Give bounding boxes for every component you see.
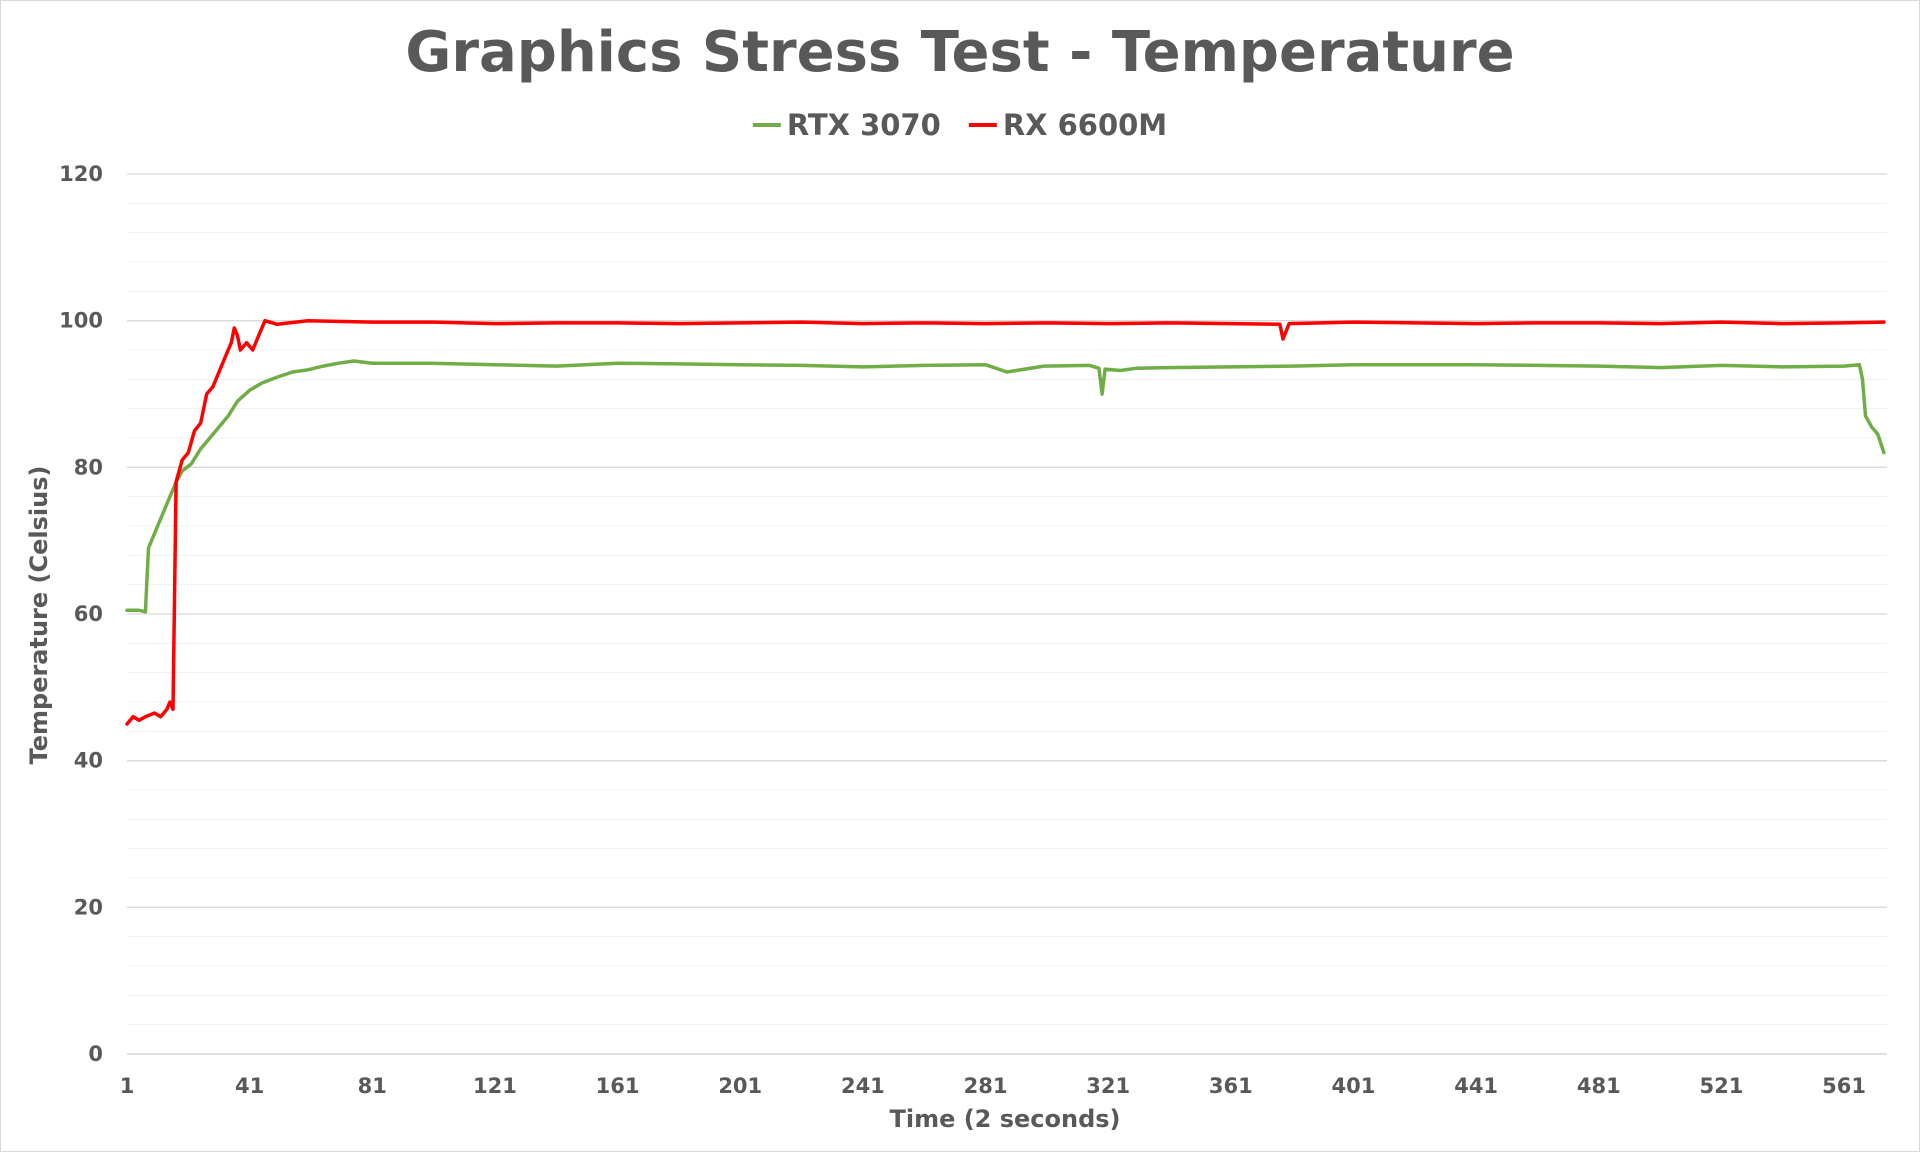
y-tick-label: 0 [88,1042,103,1066]
y-tick-label: 20 [74,895,103,919]
y-tick-label: 120 [59,162,103,186]
x-tick-label: 361 [1209,1074,1253,1098]
x-tick-label: 41 [235,1074,264,1098]
x-tick-label: 401 [1332,1074,1376,1098]
series-line-rtx-3070 [125,359,1886,614]
x-tick-label: 241 [841,1074,885,1098]
y-tick-label: 40 [74,749,103,773]
x-tick-label: 81 [358,1074,387,1098]
legend-label: RX 6600M [1003,108,1167,142]
y-tick-label: 100 [59,309,103,333]
x-tick-label: 161 [596,1074,640,1098]
x-tick-label: 1 [120,1074,135,1098]
x-tick-label: 321 [1086,1074,1130,1098]
x-axis-title: Time (2 seconds) [889,1105,1120,1133]
x-tick-label: 521 [1700,1074,1744,1098]
x-tick-label: 281 [964,1074,1008,1098]
x-tick-label: 561 [1822,1074,1866,1098]
y-axis-title: Temperature (Celsius) [25,466,53,765]
x-tick-label: 201 [718,1074,762,1098]
chart-title: Graphics Stress Test - Temperature [405,20,1514,85]
y-tick-label: 80 [74,455,103,479]
series-line-rx-6600m [125,318,1886,726]
y-tick-label: 60 [74,602,103,626]
x-tick-label: 481 [1577,1074,1621,1098]
x-tick-label: 441 [1454,1074,1498,1098]
x-tick-label: 121 [473,1074,517,1098]
legend-label: RTX 3070 [787,108,941,142]
